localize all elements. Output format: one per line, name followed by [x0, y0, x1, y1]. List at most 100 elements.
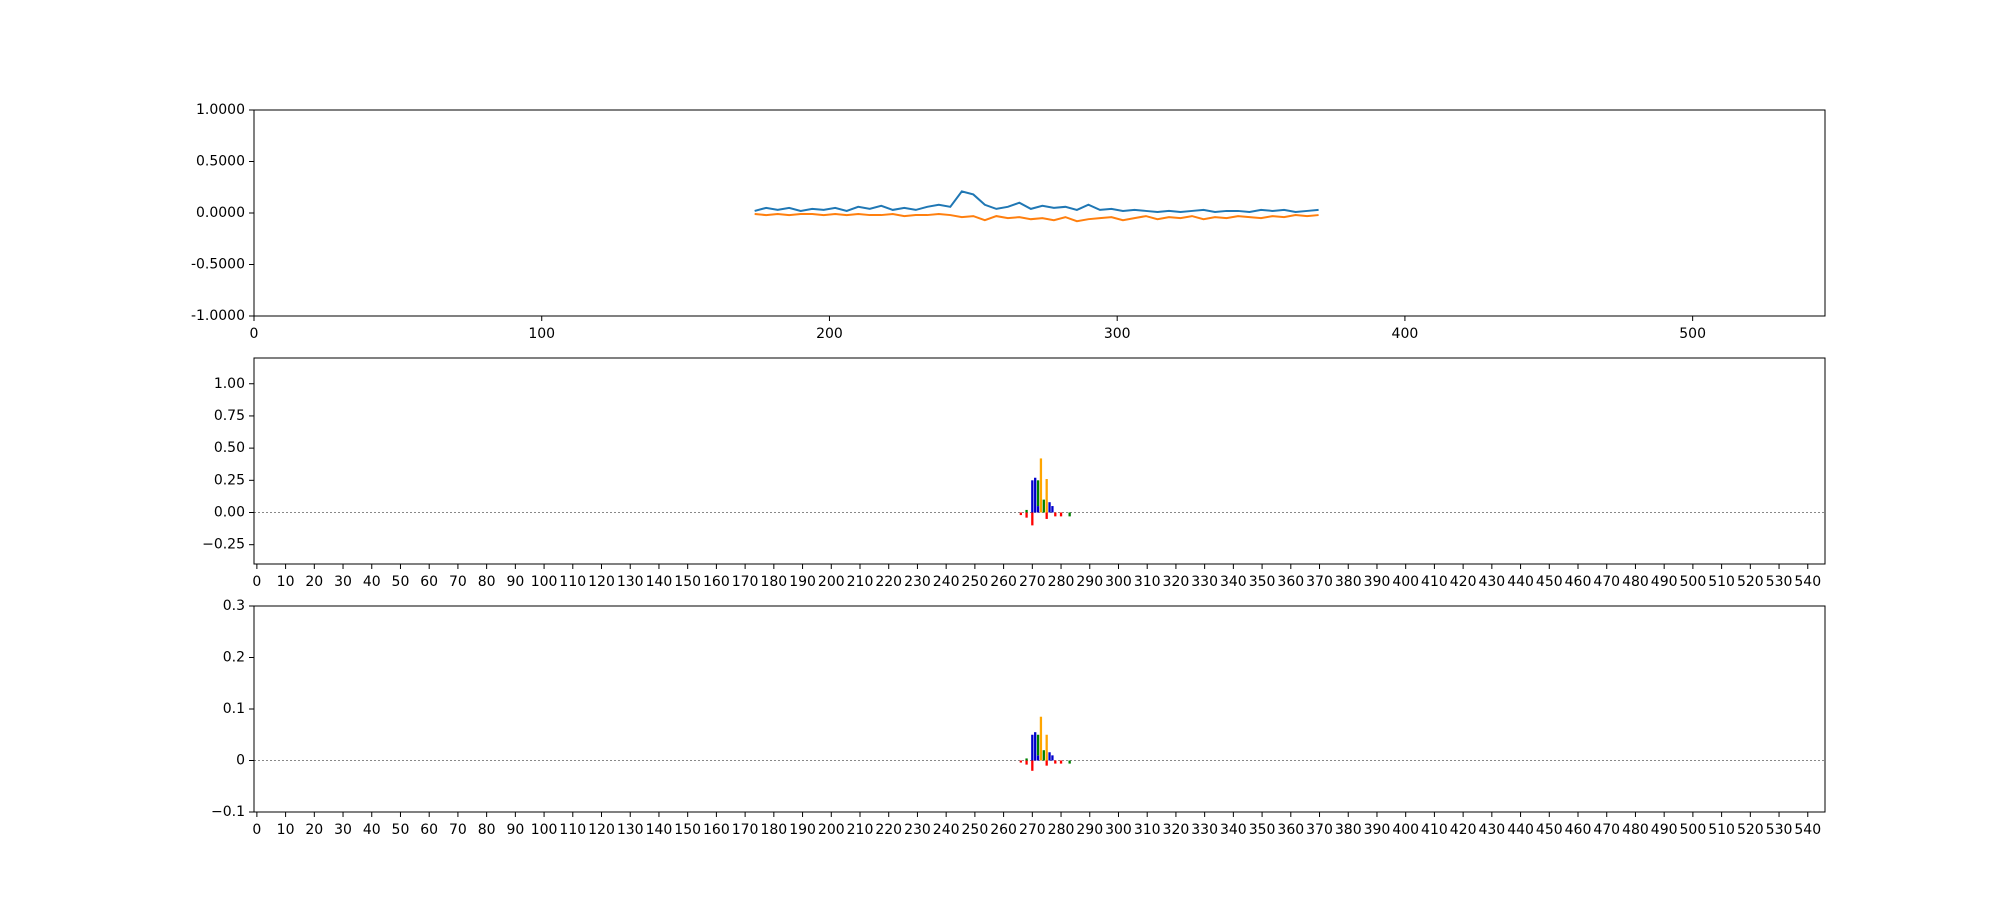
logo-segment: [1019, 760, 1022, 763]
x-tick-label: 60: [420, 822, 438, 838]
x-tick-label: 270: [1019, 574, 1046, 590]
x-tick-label: 370: [1306, 822, 1333, 838]
logo-segment: [1042, 499, 1045, 513]
x-tick-label: 230: [904, 822, 931, 838]
x-tick-label: 200: [818, 822, 845, 838]
x-tick-label: 310: [1134, 574, 1161, 590]
logo-segment: [1031, 512, 1034, 526]
y-tick-label: 0.3: [223, 598, 245, 614]
x-tick-label: 260: [990, 574, 1017, 590]
data-line: [754, 190, 1319, 213]
x-tick-label: 20: [305, 574, 323, 590]
logo-segment: [1039, 716, 1043, 761]
x-tick-label: 90: [506, 574, 524, 590]
x-tick-label: 180: [760, 822, 787, 838]
x-tick-label: 420: [1450, 574, 1477, 590]
x-tick-label: 280: [1048, 574, 1075, 590]
x-tick-label: 300: [1104, 326, 1131, 342]
x-tick-label: 250: [962, 574, 989, 590]
x-tick-label: 300: [1105, 574, 1132, 590]
x-tick-label: 500: [1680, 822, 1707, 838]
x-tick-label: 190: [789, 574, 816, 590]
x-tick-label: 260: [990, 822, 1017, 838]
logo-segment: [1031, 734, 1034, 761]
x-tick-label: 430: [1478, 574, 1505, 590]
axes-frame: [253, 109, 1826, 317]
x-tick-label: 160: [703, 822, 730, 838]
y-tick-label: 1.0000: [196, 102, 245, 118]
x-tick-label: 50: [392, 822, 410, 838]
x-tick-label: 100: [531, 574, 558, 590]
x-tick-label: 20: [305, 822, 323, 838]
x-tick-label: 10: [277, 574, 295, 590]
x-tick-label: 240: [933, 822, 960, 838]
x-tick-label: 340: [1220, 574, 1247, 590]
logo-segment: [1025, 758, 1028, 761]
x-tick-label: 290: [1076, 822, 1103, 838]
x-tick-label: 430: [1478, 822, 1505, 838]
x-tick-label: 520: [1737, 822, 1764, 838]
logo-segment: [1045, 734, 1048, 761]
x-tick-label: 150: [674, 574, 701, 590]
logo-segment: [1019, 512, 1022, 516]
logo-segment: [1048, 752, 1051, 761]
y-tick-label: 0.75: [214, 408, 245, 424]
x-tick-label: 200: [816, 326, 843, 342]
x-tick-label: 110: [559, 574, 586, 590]
x-tick-label: 150: [674, 822, 701, 838]
x-tick-label: 400: [1392, 326, 1419, 342]
logo-segment: [1036, 506, 1040, 513]
y-tick-label: −0.1: [211, 804, 245, 820]
x-tick-label: 470: [1593, 822, 1620, 838]
x-tick-label: 250: [962, 822, 989, 838]
y-tick-label: -0.5000: [191, 257, 245, 273]
x-tick-label: 500: [1680, 574, 1707, 590]
x-tick-label: 400: [1392, 574, 1419, 590]
logo-segment: [1068, 512, 1071, 517]
logo-segment: [1025, 760, 1028, 765]
logo-segment: [1034, 732, 1037, 761]
logo-segment: [1034, 477, 1037, 513]
x-tick-label: 120: [588, 822, 615, 838]
x-tick-label: 460: [1565, 822, 1592, 838]
logo-segment: [1059, 512, 1063, 517]
x-tick-label: 540: [1794, 822, 1821, 838]
x-tick-label: 100: [531, 822, 558, 838]
x-tick-label: 210: [847, 822, 874, 838]
x-tick-label: 440: [1507, 574, 1534, 590]
x-tick-label: 410: [1421, 574, 1448, 590]
logo-segment: [1051, 755, 1054, 761]
y-tick-label: 0.1: [223, 701, 245, 717]
logo-segment: [1045, 512, 1048, 519]
x-tick-label: 410: [1421, 822, 1448, 838]
logo-segment: [1048, 502, 1051, 513]
logo-segment: [1025, 512, 1028, 518]
y-tick-label: −0.25: [202, 537, 245, 553]
x-tick-label: 400: [1392, 822, 1419, 838]
x-tick-label: 470: [1593, 574, 1620, 590]
x-tick-label: 350: [1249, 574, 1276, 590]
logo-segment: [1045, 479, 1048, 513]
y-tick-label: 0.5000: [196, 154, 245, 170]
x-tick-label: 130: [617, 574, 644, 590]
logo-segment: [1051, 506, 1054, 513]
x-tick-label: 240: [933, 574, 960, 590]
logo-segment: [1059, 760, 1063, 764]
x-tick-label: 270: [1019, 822, 1046, 838]
y-tick-label: 0.0000: [196, 205, 245, 221]
logo-segment: [1054, 512, 1057, 517]
x-tick-label: 180: [760, 574, 787, 590]
x-tick-label: 380: [1335, 822, 1362, 838]
x-tick-label: 130: [617, 822, 644, 838]
x-tick-label: 520: [1737, 574, 1764, 590]
x-tick-label: 460: [1565, 574, 1592, 590]
x-tick-label: 70: [449, 822, 467, 838]
logo-segment: [1036, 734, 1040, 756]
x-tick-label: 100: [528, 326, 555, 342]
x-tick-label: 310: [1134, 822, 1161, 838]
x-tick-label: 190: [789, 822, 816, 838]
x-tick-label: 540: [1794, 574, 1821, 590]
x-tick-label: 320: [1163, 822, 1190, 838]
y-tick-label: 0.50: [214, 440, 245, 456]
x-tick-label: 340: [1220, 822, 1247, 838]
